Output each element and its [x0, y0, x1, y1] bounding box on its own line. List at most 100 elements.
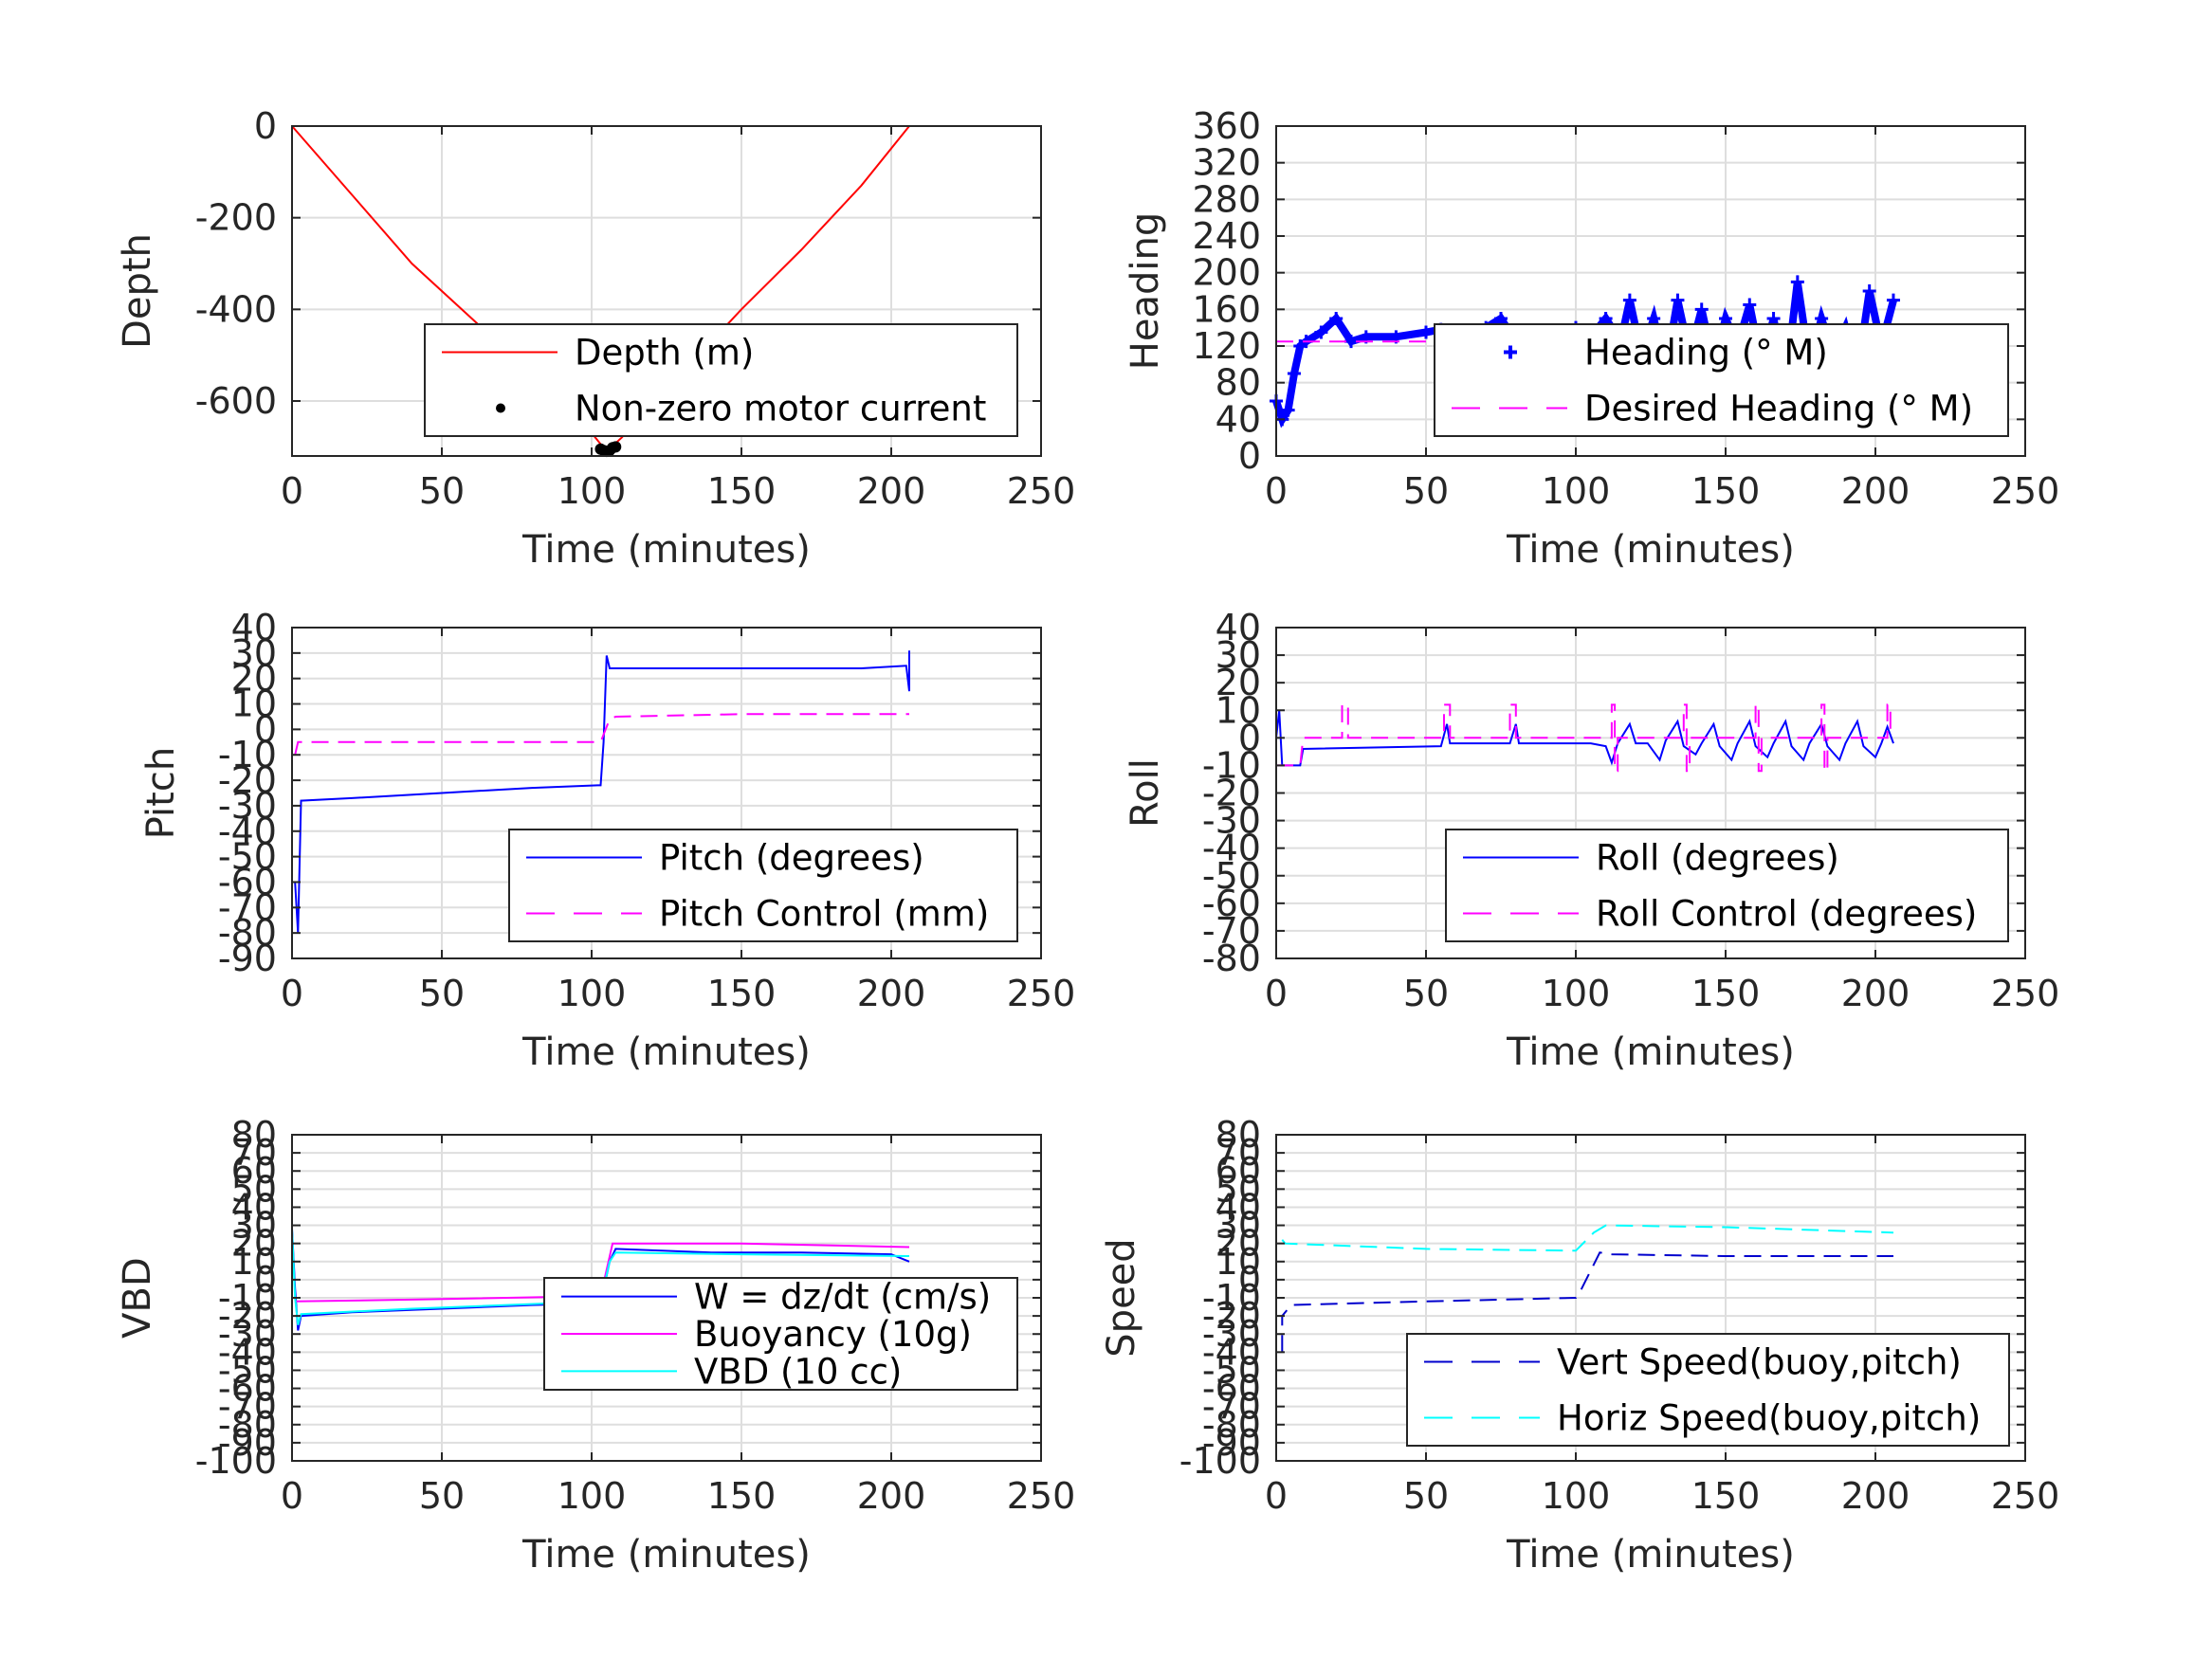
chart-6: 0 50 100 150 200 250-100-90-80-70-60-50-40-30…: [1100, 1114, 2059, 1577]
x-tick-label: 50: [419, 1475, 465, 1517]
series-1: [294, 650, 910, 934]
y-tick-label: 200: [1192, 252, 1261, 294]
x-tick-label: 250: [1007, 470, 1076, 512]
legend-label: Roll Control (degrees): [1596, 894, 1977, 935]
y-tick-label: -80: [218, 912, 277, 954]
x-tick-label: 200: [857, 973, 926, 1014]
legend: Pitch (degrees) Pitch Control (mm): [508, 829, 1018, 942]
y-tick-label: 40: [1216, 398, 1261, 440]
data-point: [1766, 312, 1781, 325]
ticks: 0 50 100 150 200 250 0 -200 -400 -600: [195, 105, 1076, 512]
x-axis-label: Time (minutes): [1506, 1030, 1795, 1074]
legend: Vert Speed(buoy,pitch) Horiz Speed(buoy,p…: [1406, 1333, 2010, 1447]
y-tick-label: 0: [1238, 435, 1261, 477]
y-tick-label: -40: [1202, 1331, 1261, 1373]
y-tick-label: -60: [218, 1368, 277, 1410]
data-point: [1281, 403, 1295, 417]
series-1: [1275, 710, 1894, 767]
ticks: 0 50 100 150 200 250-100-90-80-70-60-50-40-30…: [1179, 1114, 2060, 1517]
y-tick-label: 0: [1238, 717, 1261, 758]
y-tick-label: 10: [1216, 1241, 1261, 1283]
y-tick-label: -600: [195, 380, 277, 422]
y-tick-label: 30: [231, 632, 277, 674]
data-point: [1694, 302, 1709, 317]
x-tick-label: 150: [1691, 973, 1761, 1014]
y-tick-label: 40: [231, 607, 277, 648]
y-tick-label: -90: [218, 938, 277, 979]
ticks: 0 50 100 150 200 250-80-70-60-50-40-30-20-100…: [1202, 607, 2059, 1014]
y-tick-label: 40: [1216, 607, 1261, 648]
data-point: [1815, 312, 1829, 325]
x-tick-label: 200: [1841, 1475, 1910, 1517]
x-tick-label: 200: [857, 470, 926, 512]
grid: [1275, 627, 2026, 959]
legend-box: [1445, 829, 2009, 942]
x-tick-label: 150: [707, 470, 777, 512]
series-2: [1276, 703, 1892, 773]
y-tick-label: 20: [1216, 662, 1261, 703]
y-tick-label: -30: [218, 1313, 277, 1355]
legend-label: Horiz Speed(buoy,pitch): [1557, 1398, 1981, 1439]
x-tick-label: 100: [558, 1475, 627, 1517]
y-tick-label: 0: [1238, 1259, 1261, 1301]
y-axis-label: VBD: [116, 1257, 159, 1339]
x-tick-label: 0: [1265, 973, 1288, 1014]
series-2: [594, 441, 622, 458]
legend-label: Non-zero motor current: [575, 389, 986, 429]
y-tick-label: 280: [1192, 178, 1261, 220]
y-tick-label: -60: [218, 861, 277, 902]
x-tick-label: 100: [558, 470, 627, 512]
chart-1: 0 50 100 150 200 250 0 -200 -400 -600 Time (minute…: [116, 105, 1075, 572]
x-tick-label: 250: [1991, 973, 2060, 1014]
y-tick-label: -30: [1202, 800, 1261, 842]
y-tick-label: 80: [1216, 362, 1261, 404]
y-tick-label: -40: [218, 1331, 277, 1373]
y-tick-label: -90: [218, 1422, 277, 1464]
legend-label: Roll (degrees): [1596, 838, 1839, 879]
y-tick-label: 30: [231, 1205, 277, 1247]
y-tick-label: 0: [254, 708, 277, 750]
y-tick-label: -100: [1179, 1440, 1261, 1482]
x-tick-label: 50: [1403, 1475, 1449, 1517]
legend-label: Pitch Control (mm): [659, 894, 989, 935]
y-tick-label: -70: [1202, 910, 1261, 952]
legend-marker: [1504, 345, 1517, 359]
y-tick-label: 60: [231, 1150, 277, 1192]
series-2: [294, 713, 909, 756]
y-tick-label: 160: [1192, 288, 1261, 330]
x-tick-label: 50: [419, 470, 465, 512]
y-tick-label: -20: [218, 1295, 277, 1337]
x-tick-label: 150: [1691, 470, 1761, 512]
data-point: [1671, 293, 1685, 307]
y-axis-label: Heading: [1124, 212, 1167, 370]
y-tick-label: 20: [231, 658, 277, 700]
y-tick-label: -40: [1202, 828, 1261, 869]
x-axis-label: Time (minutes): [521, 1533, 811, 1577]
y-tick-label: 50: [1216, 1168, 1261, 1210]
y-tick-label: 70: [1216, 1132, 1261, 1174]
y-tick-label: 60: [1216, 1150, 1261, 1192]
y-tick-label: -30: [218, 785, 277, 827]
data-point: [1647, 312, 1661, 325]
legend-label: Buoyancy (10g): [694, 1314, 972, 1355]
y-tick-label: 80: [231, 1114, 277, 1156]
series-2: [295, 1242, 910, 1303]
y-tick-label: -10: [1202, 744, 1261, 786]
data-point: [1599, 312, 1613, 325]
y-tick-label: -10: [218, 734, 277, 775]
chart-5: 0 50 100 150 200 250-100-90-80-70-60-50-40-30…: [116, 1114, 1075, 1577]
x-tick-label: 100: [1542, 470, 1611, 512]
y-tick-label: -50: [218, 1349, 277, 1391]
series-2: [1281, 1224, 1894, 1252]
legend: Depth (m) Non-zero motor current: [424, 323, 1018, 437]
x-tick-label: 0: [1265, 1475, 1288, 1517]
legend-label: W = dz/dt (cm/s): [694, 1277, 991, 1318]
legend-marker: [496, 403, 505, 413]
x-tick-label: 150: [1691, 1475, 1761, 1517]
x-axis-label: Time (minutes): [1506, 1533, 1795, 1577]
y-tick-label: -50: [1202, 855, 1261, 897]
y-tick-label: 10: [231, 684, 277, 725]
y-tick-label: -200: [195, 197, 277, 239]
x-tick-label: 0: [281, 973, 303, 1014]
